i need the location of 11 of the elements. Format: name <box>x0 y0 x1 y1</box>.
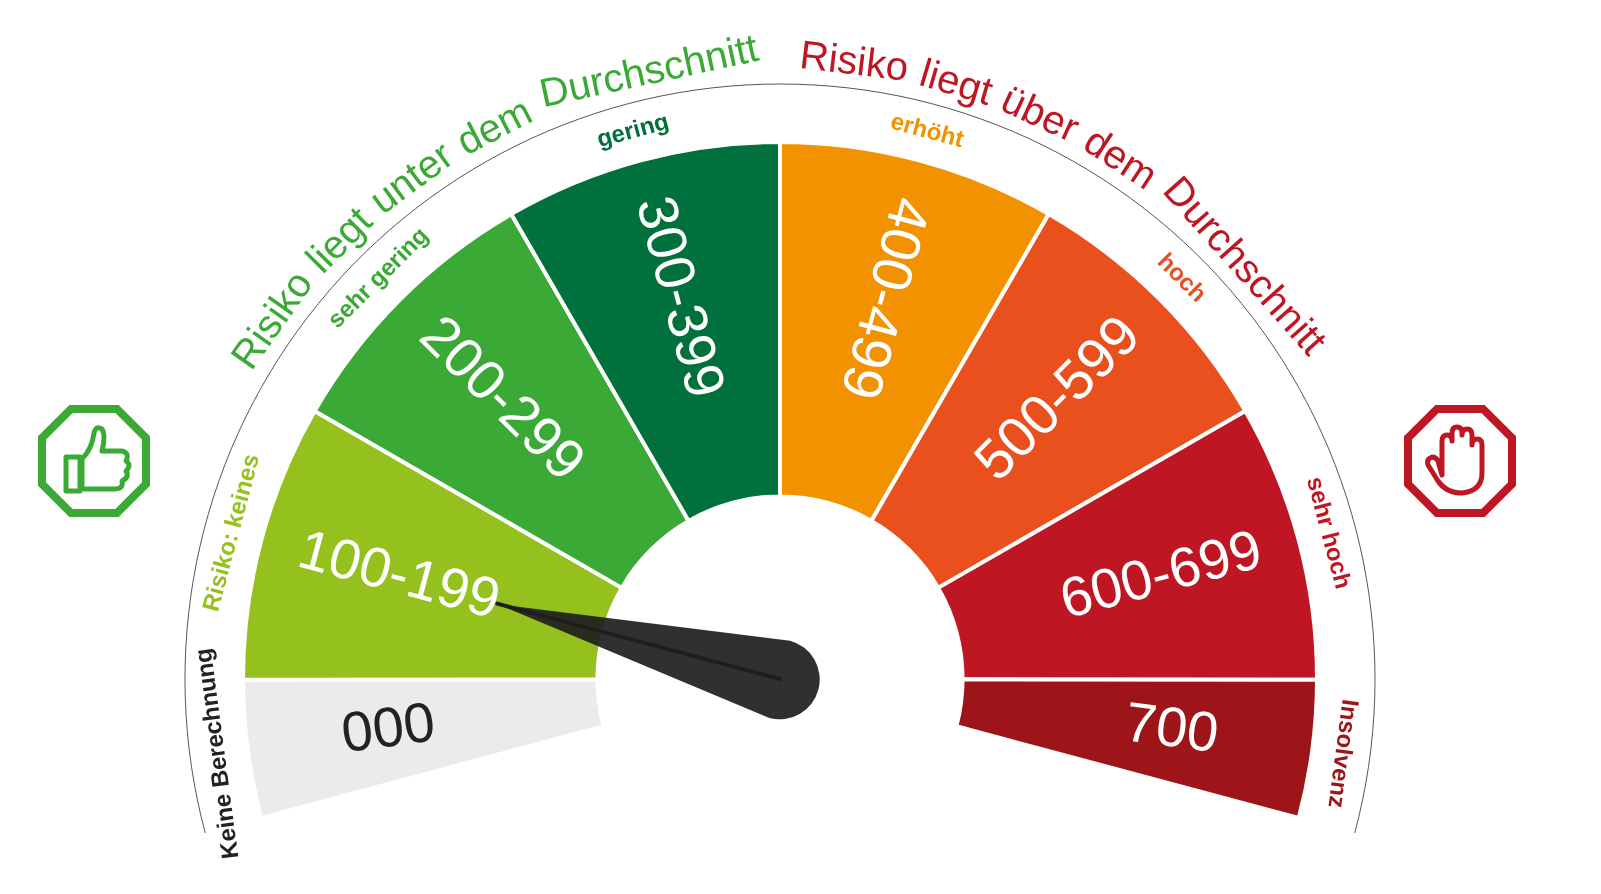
slice-label: 400-499 <box>829 191 944 407</box>
slice-label: 300-399 <box>624 189 739 405</box>
text: sehr hoch <box>1301 473 1358 592</box>
text: Risiko: keines <box>196 451 265 614</box>
slice-label: 700 <box>1121 689 1223 765</box>
slice-label: 000 <box>337 689 439 765</box>
text: Keine Berechnung <box>188 646 244 861</box>
slice-label: 100-199 <box>292 516 507 631</box>
text: Insolvenz <box>1323 697 1365 810</box>
text: gering <box>593 107 672 153</box>
slice-label: 600-699 <box>1053 516 1268 631</box>
